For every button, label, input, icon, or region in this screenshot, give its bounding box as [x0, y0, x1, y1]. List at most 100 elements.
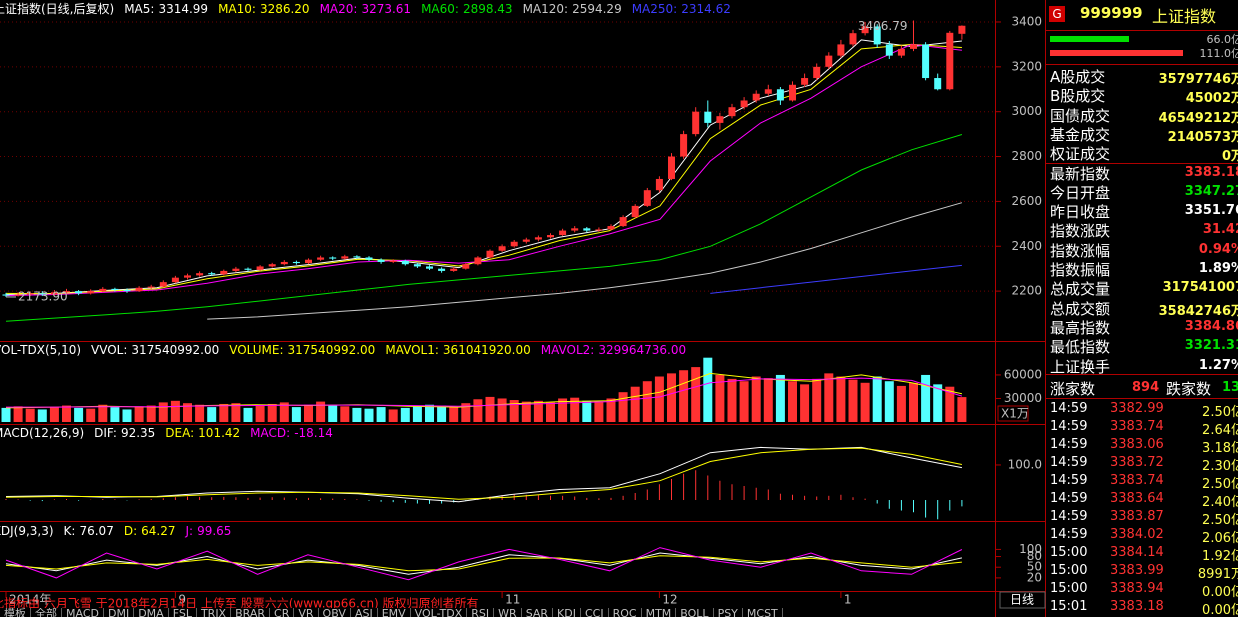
candle-body — [196, 273, 204, 276]
y-tick-label: 30000 — [1004, 391, 1042, 405]
separator — [1046, 374, 1238, 375]
indicator-tab[interactable]: BRAR — [231, 608, 271, 617]
stat-label: 今日开盘 — [1050, 183, 1111, 202]
candle-body — [474, 257, 482, 265]
candle-body — [559, 230, 567, 236]
indicator-tab[interactable]: 全部 — [31, 608, 62, 617]
indicator-tab[interactable]: VR — [294, 608, 319, 617]
candle-body — [171, 277, 179, 283]
indicator-tab[interactable]: SAR — [522, 608, 554, 617]
x-tick-label: 9 — [178, 593, 186, 607]
header-item: 3273.61 — [361, 2, 411, 16]
header-item: 92.35 — [121, 426, 155, 440]
volume-bar — [909, 382, 918, 422]
volume-bar — [485, 396, 495, 422]
candle-body — [897, 48, 905, 56]
indicator-tab[interactable]: KDJ — [553, 608, 581, 617]
y-tick-label: 2400 — [1011, 239, 1042, 253]
indicator-tab[interactable]: ASI — [351, 608, 378, 617]
candle-body — [801, 78, 809, 85]
header-item: VOL-TDX(5,10) — [0, 343, 81, 357]
indicator-tab[interactable]: CCI — [581, 608, 609, 617]
y-tick-label: 20 — [1027, 570, 1042, 584]
indicator-tab[interactable]: OBV — [319, 608, 351, 617]
candle-body — [268, 264, 276, 267]
stat-label: A股成交 — [1050, 68, 1106, 86]
volume-bar — [848, 379, 858, 422]
volume-bar — [328, 405, 338, 422]
candle-body — [75, 291, 83, 294]
volume-bar — [183, 403, 192, 422]
candle-body — [341, 256, 349, 259]
header-item: VVOL: — [91, 343, 127, 357]
security-name: 上证指数 — [1152, 7, 1217, 26]
x-tick-label: 1 — [844, 593, 852, 607]
y-tick-label: 80 — [1027, 549, 1042, 563]
separator — [1046, 398, 1238, 399]
header-item: MAVOL1: — [385, 343, 439, 357]
separator — [1046, 163, 1238, 164]
indicator-tab[interactable]: ROC — [609, 608, 642, 617]
indicator-tab[interactable]: EMV — [378, 608, 411, 617]
candle-body — [825, 55, 833, 67]
indicator-tab[interactable]: MACD — [62, 608, 104, 617]
candle-body — [498, 246, 506, 251]
header-item: 101.42 — [198, 426, 240, 440]
indicator-tab[interactable]: MCST — [743, 608, 783, 617]
candle-body — [764, 89, 772, 94]
indicator-tab[interactable]: WR — [494, 608, 522, 617]
volume-bar — [800, 384, 810, 422]
volume-bar — [860, 382, 870, 422]
candle-body — [305, 259, 312, 264]
candle-body — [38, 293, 46, 295]
y-tick-label: 2800 — [1011, 149, 1042, 163]
header-item: 361041920.00 — [443, 343, 531, 357]
indicator-tab[interactable]: CR — [270, 608, 295, 617]
indicator-tab[interactable]: DMA — [134, 608, 169, 617]
candle-body — [450, 268, 458, 271]
indicator-tab[interactable]: VOL-TDX — [411, 608, 468, 617]
tick-volume: 2.50亿 — [1202, 513, 1238, 528]
indicator-line — [710, 264, 962, 294]
candle-body — [317, 257, 325, 260]
indicator-tab[interactable]: FSL — [169, 608, 197, 617]
volume-bar — [788, 381, 797, 422]
tick-time: 14:59 — [1050, 473, 1088, 488]
header-item: KDJ(9,3,3) — [0, 524, 54, 538]
volume-bar — [461, 403, 471, 422]
candle-body — [159, 282, 167, 287]
tick-volume: 2.30亿 — [1202, 459, 1238, 474]
indicator-tab[interactable]: RSI — [467, 608, 495, 617]
header-item: DEA: — [165, 426, 194, 440]
indicator-tab[interactable]: TRIX — [197, 608, 232, 617]
volume-bar — [606, 398, 616, 422]
indicator-tab[interactable]: MTM — [642, 608, 677, 617]
header-item: MA5: — [124, 2, 154, 16]
indicator-tab[interactable]: 模板 — [0, 608, 31, 617]
candle-body — [401, 260, 409, 265]
y-tick-label: 3200 — [1011, 59, 1042, 73]
volume-bar — [618, 392, 628, 422]
x-tick-label: 2014年 — [9, 593, 52, 607]
indicator-tab[interactable]: PSY — [714, 608, 743, 617]
volume-bar — [884, 381, 894, 422]
header-item: J: — [184, 524, 193, 538]
indicator-tab[interactable]: BOLL — [676, 608, 714, 617]
tick-price: 3384.14 — [1110, 545, 1164, 560]
stat-value: 35797746万 — [1158, 72, 1238, 87]
volume-bar — [412, 406, 422, 422]
tick-price: 3383.74 — [1110, 473, 1164, 488]
tick-time: 15:00 — [1050, 563, 1088, 578]
candle-body — [873, 26, 881, 45]
header-item: K: — [64, 524, 76, 538]
stat-value: 3383.18 — [1184, 164, 1238, 180]
indicator-tab[interactable]: DMI — [104, 608, 135, 617]
period-label[interactable]: 日线 — [1010, 593, 1034, 607]
volume-unit: X1万 — [1001, 407, 1029, 421]
volume-bar — [25, 408, 35, 422]
separator — [1046, 64, 1238, 65]
candle-body — [184, 275, 191, 278]
panel-header: VOL-TDX(5,10) VVOL: 317540992.00 VOLUME: 317… — [0, 343, 686, 357]
candle-body — [740, 100, 748, 108]
